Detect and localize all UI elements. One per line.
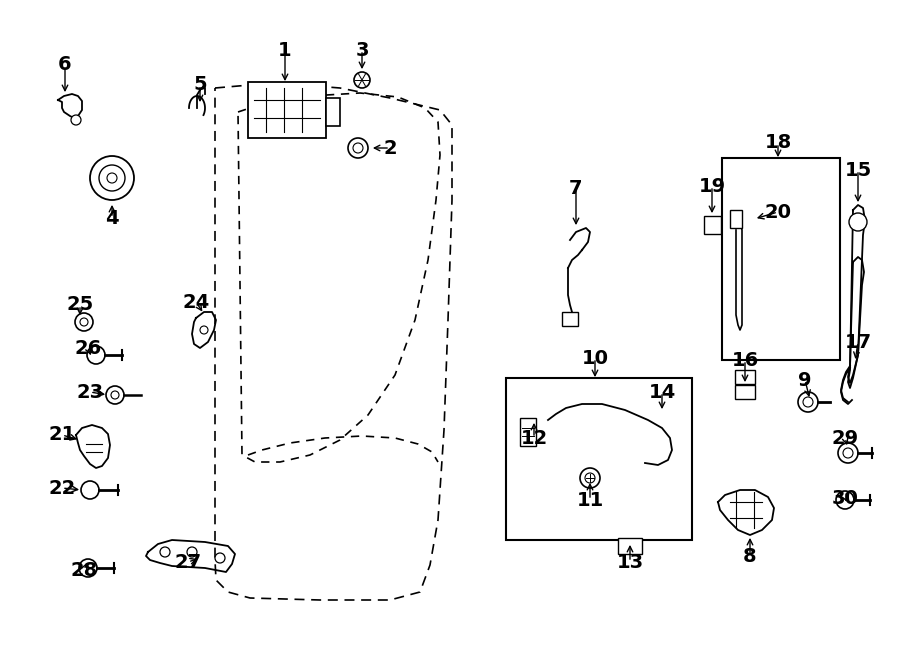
Text: 29: 29 [832, 428, 859, 447]
Bar [730, 210, 742, 228]
Text: 1: 1 [278, 40, 292, 59]
Circle shape [75, 313, 93, 331]
Text: 28: 28 [70, 561, 97, 580]
Circle shape [354, 72, 370, 88]
Bar [506, 378, 692, 540]
Circle shape [111, 391, 119, 399]
Bar [562, 312, 578, 326]
Bar [248, 82, 326, 138]
Text: 8: 8 [743, 547, 757, 566]
Text: 5: 5 [194, 75, 207, 95]
Text: 12: 12 [520, 428, 547, 447]
Circle shape [90, 156, 134, 200]
Circle shape [585, 473, 595, 483]
Text: 24: 24 [183, 293, 210, 311]
Text: 18: 18 [764, 134, 792, 153]
Text: 7: 7 [569, 178, 583, 198]
Circle shape [803, 397, 813, 407]
Circle shape [99, 165, 125, 191]
Circle shape [798, 392, 818, 412]
Text: 15: 15 [844, 161, 871, 180]
Circle shape [843, 448, 853, 458]
Circle shape [580, 468, 600, 488]
Circle shape [836, 491, 854, 509]
Text: 13: 13 [616, 553, 643, 572]
Text: 14: 14 [648, 383, 676, 401]
Circle shape [107, 173, 117, 183]
Circle shape [106, 386, 124, 404]
Circle shape [160, 547, 170, 557]
Circle shape [200, 326, 208, 334]
Circle shape [187, 547, 197, 557]
Bar [704, 216, 721, 234]
Text: 30: 30 [832, 488, 859, 508]
Bar [735, 370, 755, 384]
Bar [520, 418, 536, 446]
Circle shape [80, 318, 88, 326]
Circle shape [81, 481, 99, 499]
Bar [326, 98, 340, 126]
Circle shape [849, 213, 867, 231]
Circle shape [87, 346, 105, 364]
Text: 19: 19 [698, 176, 725, 196]
Text: 21: 21 [49, 426, 76, 444]
Text: 11: 11 [576, 490, 604, 510]
Text: 20: 20 [764, 202, 791, 221]
Text: 23: 23 [76, 383, 104, 401]
Circle shape [353, 143, 363, 153]
Text: 10: 10 [581, 348, 608, 368]
Bar [618, 538, 642, 554]
Text: 2: 2 [383, 139, 397, 157]
Text: 26: 26 [75, 338, 102, 358]
Text: 27: 27 [175, 553, 202, 572]
Bar [722, 158, 840, 360]
Circle shape [348, 138, 368, 158]
Circle shape [71, 115, 81, 125]
Text: 4: 4 [105, 208, 119, 227]
Text: 22: 22 [49, 479, 76, 498]
Text: 3: 3 [356, 40, 369, 59]
Text: 6: 6 [58, 56, 72, 75]
Bar [735, 385, 755, 399]
Text: 9: 9 [798, 371, 812, 389]
Circle shape [79, 559, 97, 577]
Circle shape [838, 443, 858, 463]
Text: 16: 16 [732, 350, 759, 369]
Text: 17: 17 [844, 332, 871, 352]
Circle shape [215, 553, 225, 563]
Text: 25: 25 [67, 295, 94, 315]
